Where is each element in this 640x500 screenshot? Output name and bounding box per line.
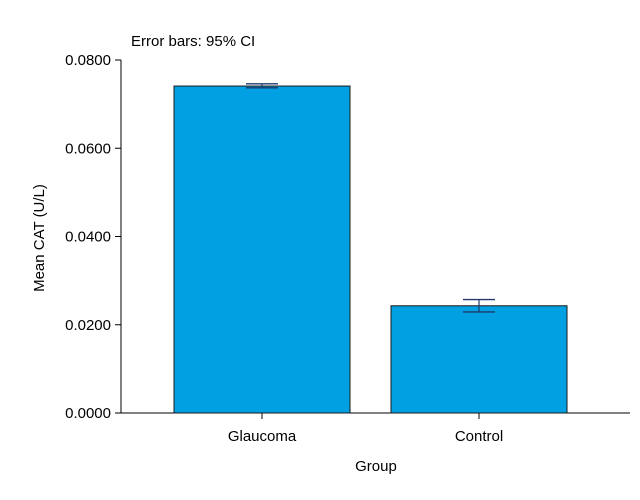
y-tick-label: 0.0200	[65, 317, 111, 334]
y-tick-label: 0.0800	[65, 52, 111, 69]
y-tick-label: 0.0400	[65, 229, 111, 246]
y-tick-label: 0.0600	[65, 140, 111, 157]
bars-group	[173, 85, 568, 414]
y-tick-label: 0.0000	[65, 405, 111, 422]
labels-group: 0.0000 0.0200 0.0400 0.0600 0.0800 Glaucoma Co…	[65, 52, 503, 445]
x-tick-label: Glaucoma	[228, 428, 297, 445]
chart-annotation: Error bars: 95% CI	[131, 33, 255, 50]
x-tick-label: Control	[455, 428, 503, 445]
bar	[173, 85, 351, 414]
error-bars-group	[246, 83, 495, 313]
bar	[390, 305, 568, 414]
y-axis-title: Mean CAT (U/L)	[31, 184, 48, 292]
x-axis-title: Group	[355, 458, 397, 475]
